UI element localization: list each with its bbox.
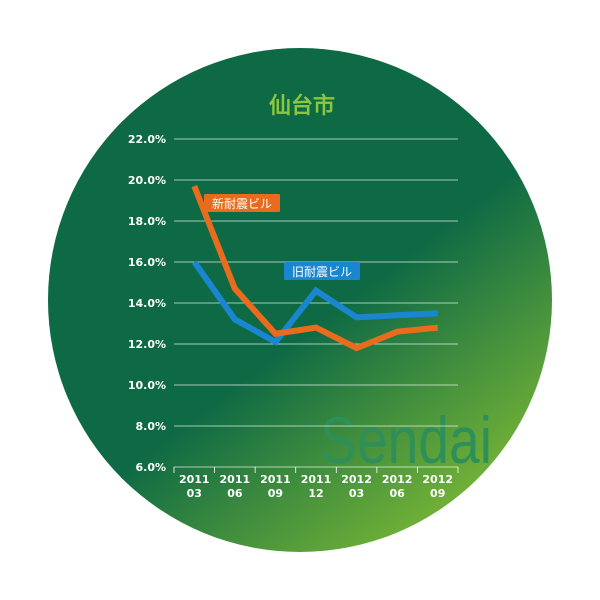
x-tick-label: 2012 03 <box>341 473 372 500</box>
legend-old-seismic-box <box>284 262 360 280</box>
legend-old-seismic-label: 旧耐震ビル <box>292 265 352 279</box>
old-seismic-line <box>191 260 438 346</box>
new-seismic-line <box>191 185 439 352</box>
legend-new-seismic: 新耐震ビル <box>204 194 280 212</box>
x-tick-label: 2012 09 <box>422 473 453 500</box>
y-tick-label: 22.0% <box>128 133 166 146</box>
x-tick-label: 2011 03 <box>179 473 210 500</box>
y-tick-label: 12.0% <box>128 338 166 351</box>
y-tick-label: 20.0% <box>128 174 166 187</box>
y-tick-label: 14.0% <box>128 297 166 310</box>
sendai-watermark: Sendai <box>320 403 492 477</box>
series-lines <box>191 185 439 352</box>
y-tick-label: 8.0% <box>135 420 166 433</box>
legend-old-seismic: 旧耐震ビル <box>284 262 360 280</box>
x-tick-label: 2012 06 <box>382 473 413 500</box>
x-axis-tick-labels: 2011 03 2011 06 2011 09 2011 12 2012 03 2012 06 2012… <box>179 473 453 500</box>
legend-new-seismic-box <box>204 194 280 212</box>
x-tick-label: 2011 06 <box>220 473 251 500</box>
y-tick-label: 16.0% <box>128 256 166 269</box>
y-axis-tick-labels: 22.0% 20.0% 18.0% 16.0% 14.0% 12.0% 10.0% 8.0% 6… <box>128 133 166 474</box>
x-tick-label: 2011 09 <box>260 473 291 500</box>
y-tick-label: 10.0% <box>128 379 166 392</box>
chart-title: 仙台市 <box>269 93 335 119</box>
y-tick-label: 6.0% <box>135 461 166 474</box>
y-tick-label: 18.0% <box>128 215 166 228</box>
legend-new-seismic-label: 新耐震ビル <box>212 196 272 211</box>
x-tick-label: 2011 12 <box>301 473 332 500</box>
